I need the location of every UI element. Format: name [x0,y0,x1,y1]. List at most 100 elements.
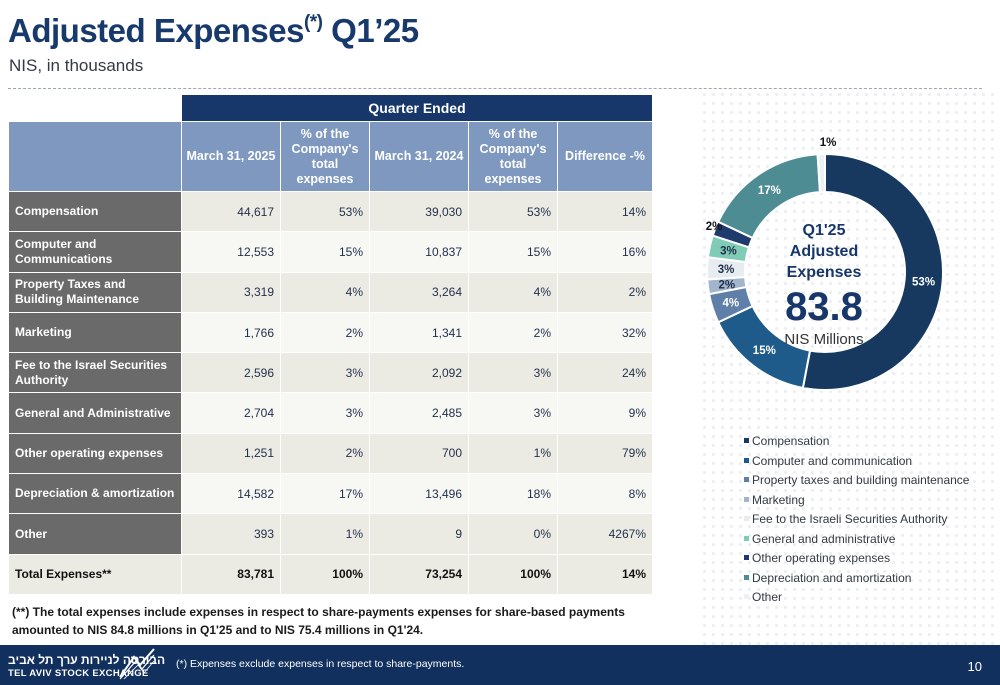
table-cell: 3% [468,352,558,394]
table-cell: 100% [280,553,370,595]
legend-label: General and administrative [752,531,896,546]
column-header: Difference -% [557,121,653,192]
slice-percent-label: 17% [758,185,781,197]
legend-swatch [744,516,749,522]
table-cell: 9 [369,513,469,555]
tase-logo-icon [119,648,155,680]
slice-percent-label: 4% [723,298,740,310]
legend-label: Depreciation and amortization [752,570,912,585]
table-cell: 0% [468,513,558,555]
table-cell: 1,341 [369,311,469,354]
row-label: Total Expenses** [8,553,182,595]
row-label: Marketing [8,311,182,354]
legend-label: Property taxes and building maintenance [752,473,970,487]
legend-label: Compensation [752,434,830,448]
table-cell: 39,030 [369,190,469,233]
table-cell: 4267% [557,513,653,555]
donut-slice [801,152,944,391]
footer-bar: הבורסה לניירות ערך תל אביב TEL AVIV STOC… [0,645,1000,685]
table-cell: 4% [468,271,558,313]
table-cell: 9% [557,392,653,434]
column-header: % of the Company's total expenses [280,121,370,192]
center-title-line1: Q1'25 [802,222,846,239]
table-row: Property Taxes and Building Maintenance 3… [8,271,653,313]
table-cell: 17% [280,473,370,515]
legend-item: Computer and communication [744,452,969,472]
legend-item: General and administrative [744,530,969,550]
legend-item: Property taxes and building maintenance [744,471,969,491]
center-unit: NIS Millions [784,331,864,348]
table-row: Fee to the Israel Securities Authority 2,… [8,352,653,394]
logo-hebrew-text: הבורסה לניירות ערך תל אביב [8,653,166,667]
column-header: % of the Company's total expenses [468,121,558,192]
table-row: Computer and Communications 12,553 15% 10,8… [8,231,653,273]
table-cell: 1% [280,513,370,555]
table-cell: 24% [557,352,653,394]
title-divider [8,88,982,89]
logo-english-text: TEL AVIV STOCK EXCHANGE [8,668,149,679]
legend-label: Other [752,590,783,604]
table-cell: 16% [557,231,653,273]
slice-percent-label: 2% [718,279,735,291]
table-cell: 2,596 [181,352,281,394]
legend-item: Other operating expenses [744,549,969,569]
legend-swatch [744,574,749,580]
legend-label: Other operating expenses [752,551,891,565]
table-cell: 8% [557,473,653,515]
row-label: Computer and Communications [8,231,182,273]
legend-swatch [744,457,749,463]
chart-legend: Compensation Computer and communication Pr… [744,432,969,608]
table-cell: 100% [468,553,558,595]
table-row: Depreciation & amortization 14,582 17% 13,4… [8,473,653,515]
legend-swatch [744,535,749,541]
row-label: Depreciation & amortization [8,473,182,515]
legend-item: Other [744,588,969,608]
row-label: General and Administrative [8,392,182,434]
table-cell: 2,704 [181,392,281,434]
total-row: Total Expenses** 83,781 100% 73,254 100% 14% [8,553,653,595]
table-row: Other 393 1% 9 0% 4267% [8,513,653,555]
legend-label: Fee to the Israeli Securities Authority [752,512,948,526]
table-row: Other operating expenses 1,251 2% 700 1% 79% [8,432,653,475]
center-total-value: 83.8 [785,285,863,329]
page-number: 10 [967,659,982,674]
legend-label: Marketing [752,492,805,507]
legend-swatch [744,555,749,561]
table-cell: 14% [557,190,653,233]
table-row: Compensation 44,617 53% 39,030 53% 14% [8,190,653,233]
table-cell: 14,582 [181,473,281,515]
table-row: General and Administrative 2,704 3% 2,485 3%… [8,392,653,434]
row-label: Compensation [8,190,182,233]
table-row: Marketing 1,766 2% 1,341 2% 32% [8,311,653,354]
table-cell: 3% [468,392,558,434]
table-cell: 79% [557,432,653,475]
column-header: March 31, 2025 [181,121,281,192]
legend-swatch [744,594,749,600]
legend-item: Fee to the Israeli Securities Authority [744,510,969,530]
table-cell: 393 [181,513,281,555]
legend-swatch [744,438,749,444]
footer-note: (*) Expenses exclude expenses in respect… [176,658,465,670]
table-cell: 18% [468,473,558,515]
legend-item: Depreciation and amortization [744,569,969,589]
slice-percent-label: 3% [718,264,735,276]
table-cell: 700 [369,432,469,475]
row-label: Property Taxes and Building Maintenance [8,271,182,313]
table-cell: 3,319 [181,271,281,313]
table-cell: 44,617 [181,190,281,233]
table-cell: 53% [468,190,558,233]
table-cell: 2,485 [369,392,469,434]
table-cell: 4% [280,271,370,313]
table-cell: 53% [280,190,370,233]
page-subtitle: NIS, in thousands [9,56,144,75]
table-cell: 15% [280,231,370,273]
slice-percent-label: 1% [820,137,837,149]
row-label: Other operating expenses [8,432,182,475]
donut-slice [816,152,826,194]
page-title: Adjusted Expenses(*) Q1’25 [8,12,419,49]
slice-percent-label: 15% [753,345,776,357]
center-title-line2: Adjusted [789,243,859,260]
table-cell: 2% [557,271,653,313]
table-cell: 10,837 [369,231,469,273]
table-cell: 14% [557,553,653,595]
